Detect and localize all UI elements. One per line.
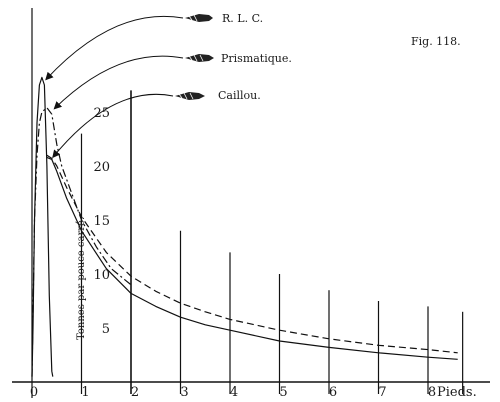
legend-label-prismatique: Prismatique.	[221, 52, 292, 65]
x-tick-label: 3	[180, 385, 188, 400]
ordinate-lines	[80, 90, 464, 394]
x-tick-label: 4	[230, 385, 238, 400]
legend-pointers	[45, 15, 184, 159]
x-tick-label: 2	[131, 385, 139, 400]
projectile-icon-prismatique	[185, 54, 214, 62]
projectile-icon-caillou	[175, 92, 205, 100]
x-tick-label: 7	[378, 385, 386, 400]
series-lines	[31, 76, 458, 377]
pointer-arrow-0	[45, 15, 184, 81]
y-tick-label: 25	[93, 106, 110, 121]
projectile-icon-rlc	[185, 14, 213, 22]
y-tick-label: 20	[93, 160, 110, 175]
x-axis-label: Pieds.	[437, 385, 477, 400]
x-tick-label: 0	[30, 385, 38, 400]
y-tick-label: 10	[93, 268, 110, 283]
y-axis-label: Tonnes par pouce carré.	[76, 217, 87, 340]
y-tick-label: 5	[102, 322, 110, 337]
series-line-3	[46, 154, 458, 354]
legend-label-rlc: R. L. C.	[222, 12, 263, 25]
x-tick-label: 8	[428, 385, 436, 400]
y-tick-label: 15	[93, 214, 110, 229]
legend-label-caillou: Caillou.	[218, 89, 261, 102]
x-tick-labels: 0 1 2 3 4 5 6 7 8	[30, 385, 436, 400]
series-line-0	[31, 76, 54, 377]
figure-label: Fig. 118.	[411, 35, 461, 48]
x-tick-label: 6	[329, 385, 337, 400]
x-tick-label: 1	[81, 385, 89, 400]
series-line-1	[31, 107, 132, 377]
pointer-arrow-2	[52, 93, 174, 159]
x-tick-label: 5	[279, 385, 287, 400]
axes	[12, 8, 490, 398]
pointer-arrow-1	[53, 55, 184, 110]
series-line-2	[46, 156, 458, 360]
y-tick-labels: 5 10 15 20 25	[93, 106, 110, 337]
